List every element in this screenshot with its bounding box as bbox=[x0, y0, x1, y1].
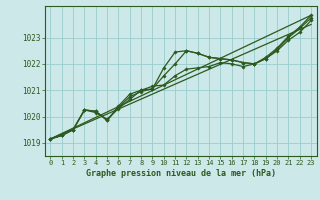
X-axis label: Graphe pression niveau de la mer (hPa): Graphe pression niveau de la mer (hPa) bbox=[86, 169, 276, 178]
